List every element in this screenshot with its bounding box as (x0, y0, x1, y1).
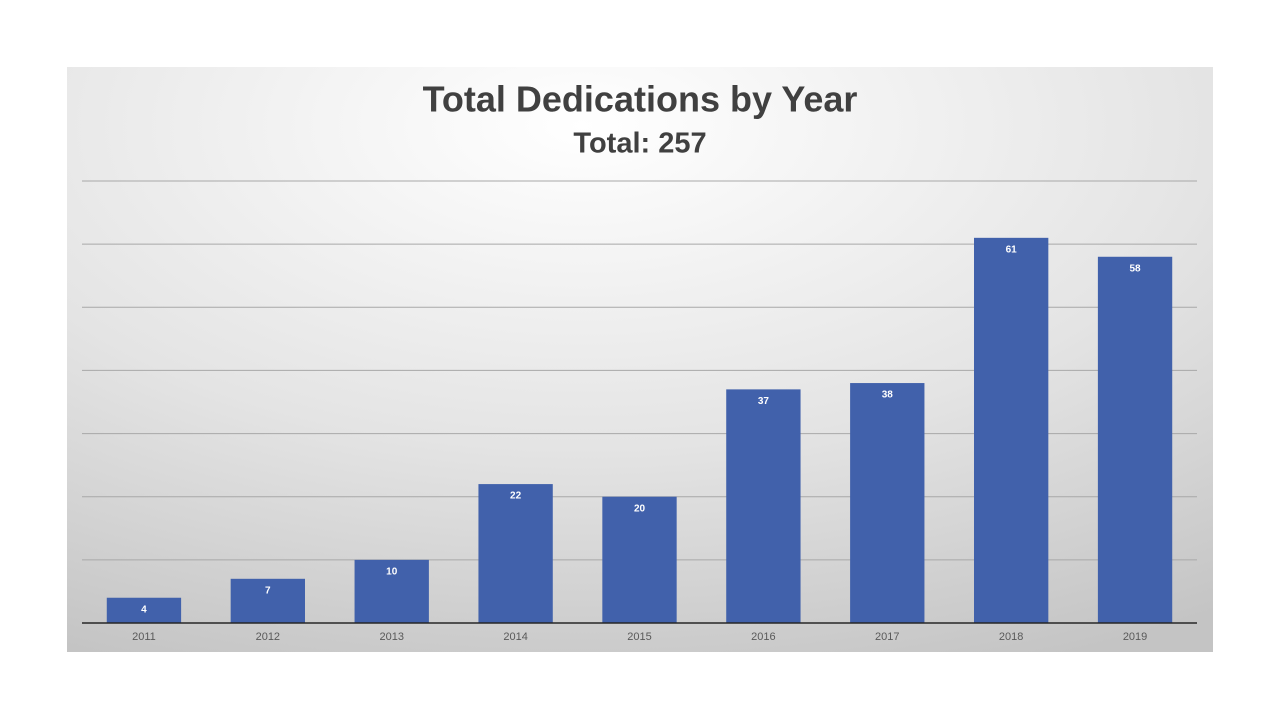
x-tick-label: 2017 (875, 631, 899, 643)
data-label: 7 (265, 585, 271, 596)
data-label: 61 (1006, 244, 1018, 255)
x-tick-label: 2014 (503, 631, 527, 643)
data-label: 22 (510, 491, 522, 502)
x-tick-label: 2015 (627, 631, 651, 643)
bar (726, 389, 801, 623)
x-tick-label: 2018 (999, 631, 1023, 643)
bar (230, 578, 305, 623)
data-label: 10 (386, 566, 398, 577)
data-label: 38 (882, 390, 894, 401)
data-label: 58 (1129, 263, 1141, 274)
x-tick-label: 2011 (132, 631, 156, 643)
bar (602, 496, 677, 623)
bar (974, 237, 1049, 624)
data-label: 37 (758, 396, 770, 407)
x-tick-label: 2012 (256, 631, 280, 643)
x-tick-label: 2019 (1123, 631, 1147, 643)
bar (850, 383, 925, 623)
data-label: 4 (141, 604, 147, 615)
data-label: 20 (634, 503, 646, 514)
bar (106, 597, 182, 623)
bar (1097, 256, 1173, 623)
chart-title: Total Dedications by Year (423, 79, 858, 120)
chart-subtitle: Total: 257 (573, 128, 706, 160)
x-tick-label: 2016 (751, 631, 775, 643)
bar (478, 484, 553, 623)
x-tick-label: 2013 (379, 631, 403, 643)
bar (354, 559, 429, 623)
